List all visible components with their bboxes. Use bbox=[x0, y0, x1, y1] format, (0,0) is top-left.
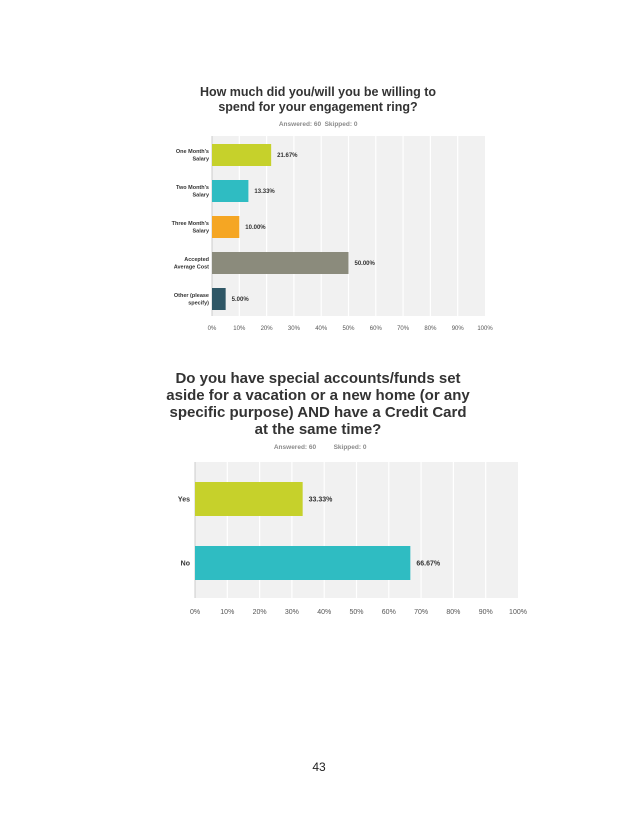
x-tick-label: 90% bbox=[479, 609, 493, 616]
chart-title-line: at the same time? bbox=[255, 421, 382, 438]
x-tick-label: 0% bbox=[190, 609, 200, 616]
x-tick-label: 10% bbox=[233, 326, 246, 332]
bar bbox=[212, 216, 240, 238]
chart-title-line: specific purpose) AND have a Credit Card bbox=[169, 404, 466, 421]
x-tick-label: 100% bbox=[477, 326, 493, 332]
answered-count: Answered: 60 bbox=[274, 444, 317, 451]
bar bbox=[212, 144, 272, 166]
chart-svg: How much did you/will you be willing tos… bbox=[172, 85, 494, 332]
x-tick-label: 40% bbox=[317, 609, 331, 616]
category-label: Other (please specify) bbox=[174, 293, 209, 307]
x-tick-label: 60% bbox=[382, 609, 396, 616]
x-tick-label: 40% bbox=[315, 326, 328, 332]
category-label: No bbox=[181, 560, 190, 567]
category-label: Two Month's Salary bbox=[176, 185, 210, 199]
bar-value-label: 50.00% bbox=[355, 261, 376, 267]
bar bbox=[212, 288, 226, 310]
skipped-count: Skipped: 0 bbox=[325, 121, 358, 128]
category-label: Accepted Average Cost bbox=[174, 257, 209, 271]
engagement-ring-chart: How much did you/will you be willing to s… bbox=[172, 85, 494, 332]
x-tick-label: 20% bbox=[253, 609, 267, 616]
bar bbox=[212, 180, 249, 202]
x-tick-label: 50% bbox=[342, 326, 355, 332]
skipped-count: Skipped: 0 bbox=[334, 444, 367, 451]
bar-value-label: 21.67% bbox=[277, 153, 298, 159]
x-tick-label: 30% bbox=[288, 326, 301, 332]
x-tick-label: 30% bbox=[285, 609, 299, 616]
chart-svg: Do you have special accounts/funds setas… bbox=[166, 370, 527, 616]
bar bbox=[195, 482, 303, 516]
bar-value-label: 10.00% bbox=[245, 225, 266, 231]
answered-count: Answered: 60 bbox=[279, 121, 322, 128]
special-accounts-chart: Do you have special accounts/funds set as… bbox=[166, 370, 527, 616]
x-tick-label: 80% bbox=[446, 609, 460, 616]
x-tick-label: 10% bbox=[220, 609, 234, 616]
bar-value-label: 33.33% bbox=[309, 496, 334, 503]
category-label: Yes bbox=[178, 496, 190, 503]
bar-value-label: 13.33% bbox=[254, 189, 275, 195]
chart-title-line: How much did you/will you be willing to bbox=[200, 85, 436, 99]
category-label: One Month's Salary bbox=[176, 149, 210, 163]
bar bbox=[212, 252, 349, 274]
x-tick-label: 20% bbox=[261, 326, 274, 332]
x-tick-label: 70% bbox=[397, 326, 410, 332]
chart-title-line: spend for your engagement ring? bbox=[218, 100, 417, 114]
bar-value-label: 5.00% bbox=[232, 297, 250, 303]
x-tick-label: 100% bbox=[509, 609, 527, 616]
x-tick-label: 50% bbox=[349, 609, 363, 616]
x-tick-label: 70% bbox=[414, 609, 428, 616]
page-number: 43 bbox=[312, 760, 326, 774]
x-tick-label: 90% bbox=[452, 326, 465, 332]
chart-title-line: aside for a vacation or a new home (or a… bbox=[166, 387, 470, 404]
x-tick-label: 60% bbox=[370, 326, 383, 332]
bar-value-label: 66.67% bbox=[416, 560, 441, 567]
bar bbox=[195, 546, 411, 580]
x-tick-label: 80% bbox=[424, 326, 437, 332]
x-tick-label: 0% bbox=[208, 326, 217, 332]
category-label: Three Month's Salary bbox=[172, 221, 210, 235]
chart-title-line: Do you have special accounts/funds set bbox=[175, 370, 460, 387]
